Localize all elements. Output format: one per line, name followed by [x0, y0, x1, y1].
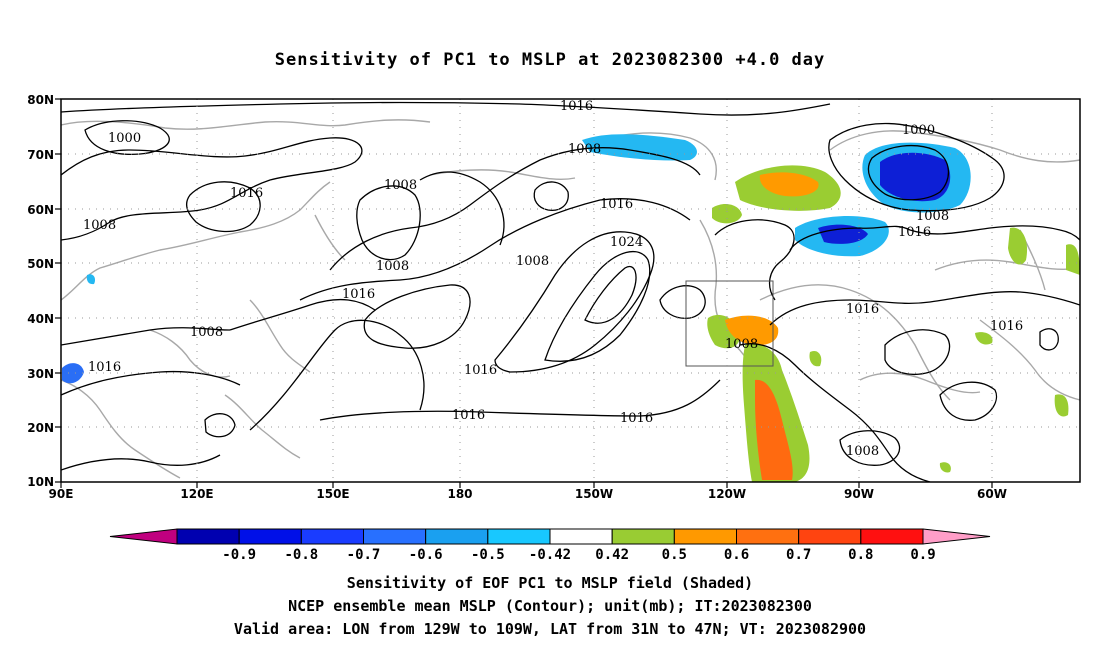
colorbar-swatch [549, 528, 613, 545]
lat-tick-label: 20N [27, 421, 54, 435]
colorbar-swatch [736, 528, 800, 545]
colorbar-swatch [487, 528, 551, 545]
colorbar-swatch [238, 528, 302, 545]
contour-label: 1016 [452, 408, 485, 423]
mslp-contours [61, 101, 1080, 482]
contour-label: 1008 [725, 337, 758, 352]
lon-tick-label: 90E [49, 487, 74, 501]
map-frame [60, 98, 1081, 483]
contour-label: 1008 [568, 142, 601, 157]
contour-label: 1016 [620, 411, 653, 426]
shaded-sensitivity [62, 134, 1080, 482]
contour-label: 1000 [108, 131, 141, 146]
lon-tick-label: 180 [447, 487, 472, 501]
lon-tick-label: 60W [977, 487, 1007, 501]
colorbar-swatch [798, 528, 862, 545]
colorbar-label: -0.8 [284, 547, 318, 563]
colorbar-swatch [363, 528, 427, 545]
contour-label: 1008 [376, 259, 409, 274]
contour-label: 1016 [342, 287, 375, 302]
caption-line-3: Valid area: LON from 129W to 109W, LAT f… [233, 620, 867, 638]
contour-label: 1016 [990, 319, 1023, 334]
contour-label: 1024 [610, 235, 643, 250]
shaded-region [880, 152, 951, 202]
colorbar-high-extension [922, 528, 991, 545]
contour-label: 1016 [560, 99, 593, 114]
contour-label: 1016 [846, 302, 879, 317]
colorbar-swatch [611, 528, 675, 545]
contour-label: 1000 [902, 123, 935, 138]
contour-label: 1016 [600, 197, 633, 212]
colorbar-low-extension [109, 528, 178, 545]
map-panel: 1016 1000 1008 1016 1008 1008 1016 1024 … [61, 99, 1080, 482]
colorbar-label: 0.7 [786, 547, 811, 563]
lon-tick-label: 150W [575, 487, 613, 501]
contour-label: 1008 [916, 209, 949, 224]
colorbar-label: -0.42 [529, 547, 571, 563]
caption-line-1: Sensitivity of EOF PC1 to MSLP field (Sh… [346, 574, 754, 592]
colorbar-swatch [176, 528, 240, 545]
shaded-region [725, 315, 779, 346]
colorbar-swatch [673, 528, 737, 545]
lat-tick-label: 10N [27, 475, 54, 489]
figure-title: Sensitivity of PC1 to MSLP at 2023082300… [274, 50, 826, 70]
contour-label: 1008 [516, 254, 549, 269]
colorbar-swatch [425, 528, 489, 545]
shaded-region [582, 134, 697, 161]
contour-label: 1016 [88, 360, 121, 375]
contour-label: 1008 [846, 444, 879, 459]
contour-label: 1016 [464, 363, 497, 378]
lat-tick-label: 80N [27, 93, 54, 107]
colorbar-label: 0.5 [662, 547, 687, 563]
contour-label: 1008 [83, 218, 116, 233]
shaded-region [975, 332, 993, 345]
lon-axis: 90E 120E 150E 180 150W 120W 90W 60W [49, 487, 1007, 501]
colorbar-label: -0.5 [471, 547, 505, 563]
shaded-region [62, 363, 84, 384]
colorbar-swatch [300, 528, 365, 545]
lat-tick-label: 70N [27, 148, 54, 162]
shaded-region [1008, 227, 1028, 265]
lat-tick-label: 60N [27, 203, 54, 217]
lon-tick-label: 90W [844, 487, 874, 501]
shaded-region [86, 274, 96, 285]
colorbar-label: 0.8 [848, 547, 873, 563]
grid-lines [61, 99, 1080, 482]
colorbar-label: 0.9 [910, 547, 935, 563]
lon-tick-label: 120E [180, 487, 213, 501]
contour-label: 1008 [384, 178, 417, 193]
lat-tick-label: 50N [27, 257, 54, 271]
lat-axis: 80N 70N 60N 50N 40N 30N 20N 10N [27, 93, 54, 489]
shaded-region [759, 172, 819, 197]
contour-label: 1016 [898, 225, 931, 240]
colorbar-label: -0.9 [222, 547, 256, 563]
shaded-region [818, 224, 868, 244]
colorbar-swatch [860, 528, 924, 545]
colorbar-label: 0.6 [724, 547, 749, 563]
colorbar-label: 0.42 [595, 547, 629, 563]
lon-tick-label: 150E [316, 487, 349, 501]
contour-label: 1016 [230, 186, 263, 201]
contour-labels: 1016 1000 1008 1016 1008 1008 1016 1024 … [83, 99, 1023, 459]
caption-line-2: NCEP ensemble mean MSLP (Contour); unit(… [288, 597, 812, 615]
shaded-region [755, 379, 793, 480]
lon-tick-label: 120W [708, 487, 746, 501]
shaded-region [939, 462, 951, 473]
valid-area-box [685, 280, 774, 367]
contour-label: 1008 [190, 325, 223, 340]
shaded-region [1054, 394, 1069, 417]
shaded-region [809, 350, 822, 367]
shaded-region [1066, 244, 1080, 275]
colorbar-label: -0.7 [347, 547, 381, 563]
colorbar-label: -0.6 [409, 547, 443, 563]
lat-tick-label: 40N [27, 312, 54, 326]
colorbar: -0.9 -0.8 -0.7 -0.6 -0.5 -0.42 0.42 0.5 0.6 0.7 0.… [109, 528, 991, 563]
lat-tick-label: 30N [27, 367, 54, 381]
